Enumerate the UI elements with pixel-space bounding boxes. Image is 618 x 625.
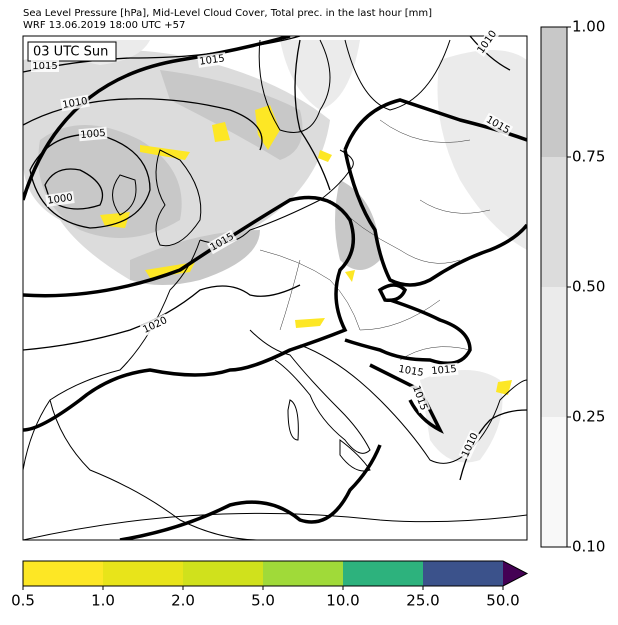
color-band	[503, 561, 527, 586]
title-line: Sea Level Pressure [hPa], Mid-Level Clou…	[23, 8, 432, 19]
color-band	[423, 561, 503, 586]
color-band	[343, 561, 423, 586]
time-label: 03 UTC Sun	[33, 45, 108, 60]
tick-label: 0.10	[572, 538, 605, 556]
isobar-label: 1005	[80, 128, 106, 141]
isobar-label: 1015	[397, 364, 424, 379]
tick-label: 0.5	[11, 592, 35, 610]
isobar-label: 1015	[431, 364, 457, 377]
coastlines	[23, 39, 527, 540]
precipitation	[100, 105, 512, 395]
isobar-label-bg	[78, 126, 108, 142]
isobar-label-bg	[482, 112, 514, 138]
map: 03 UTC Sun 1015 1015101010051000101510201…	[22, 27, 528, 541]
tick-label: 2.0	[171, 592, 195, 610]
tick-label: 25.0	[406, 592, 439, 610]
isobar-label-bg	[60, 94, 90, 112]
tick-label: 10.0	[326, 592, 359, 610]
color-band	[263, 561, 343, 586]
color-band	[183, 561, 263, 586]
isobar-label-bg	[396, 362, 426, 380]
color-band	[541, 417, 567, 547]
color-band	[23, 561, 103, 586]
isobar-label-bg	[31, 60, 59, 72]
tick-label: 50.0	[486, 592, 519, 610]
isobars	[23, 36, 527, 540]
map-frame	[22, 35, 528, 541]
cloud-colorbar: 1.00 0.75 0.50 0.25 0.10	[540, 18, 605, 556]
isobar-label-bg	[474, 27, 500, 57]
isobar-label-bg	[429, 362, 459, 378]
color-band	[103, 561, 183, 586]
color-band	[541, 27, 567, 157]
color-band	[541, 287, 567, 417]
precip-colorbar: 0.5 1.0 2.0 5.0 10.0 25.0 50.0	[11, 560, 529, 610]
isobar-label-bg	[139, 313, 171, 337]
tick-label: 0.25	[572, 408, 605, 426]
isobar-label: 1015	[32, 61, 57, 72]
tick-label: 1.00	[572, 18, 605, 36]
isobar-label: 1000	[47, 192, 74, 206]
isobar-label: 1010	[62, 96, 89, 111]
title-line: WRF 13.06.2019 18:00 UTC +57	[23, 20, 185, 31]
time-box	[27, 41, 117, 62]
isobar-label-bg	[458, 429, 482, 461]
isobar-label-bg	[197, 52, 227, 68]
isobar-label-bg	[206, 229, 238, 255]
colorbar-frame	[22, 560, 529, 587]
tick-label: 0.50	[572, 278, 605, 296]
tick-label: 5.0	[251, 592, 275, 610]
tick-label: 1.0	[91, 592, 115, 610]
isobar-label-bg	[409, 382, 431, 414]
isobar-label-bg	[45, 191, 75, 207]
isobar-label: 1015	[199, 53, 226, 67]
tick-label: 0.75	[572, 148, 605, 166]
color-band	[541, 157, 567, 287]
